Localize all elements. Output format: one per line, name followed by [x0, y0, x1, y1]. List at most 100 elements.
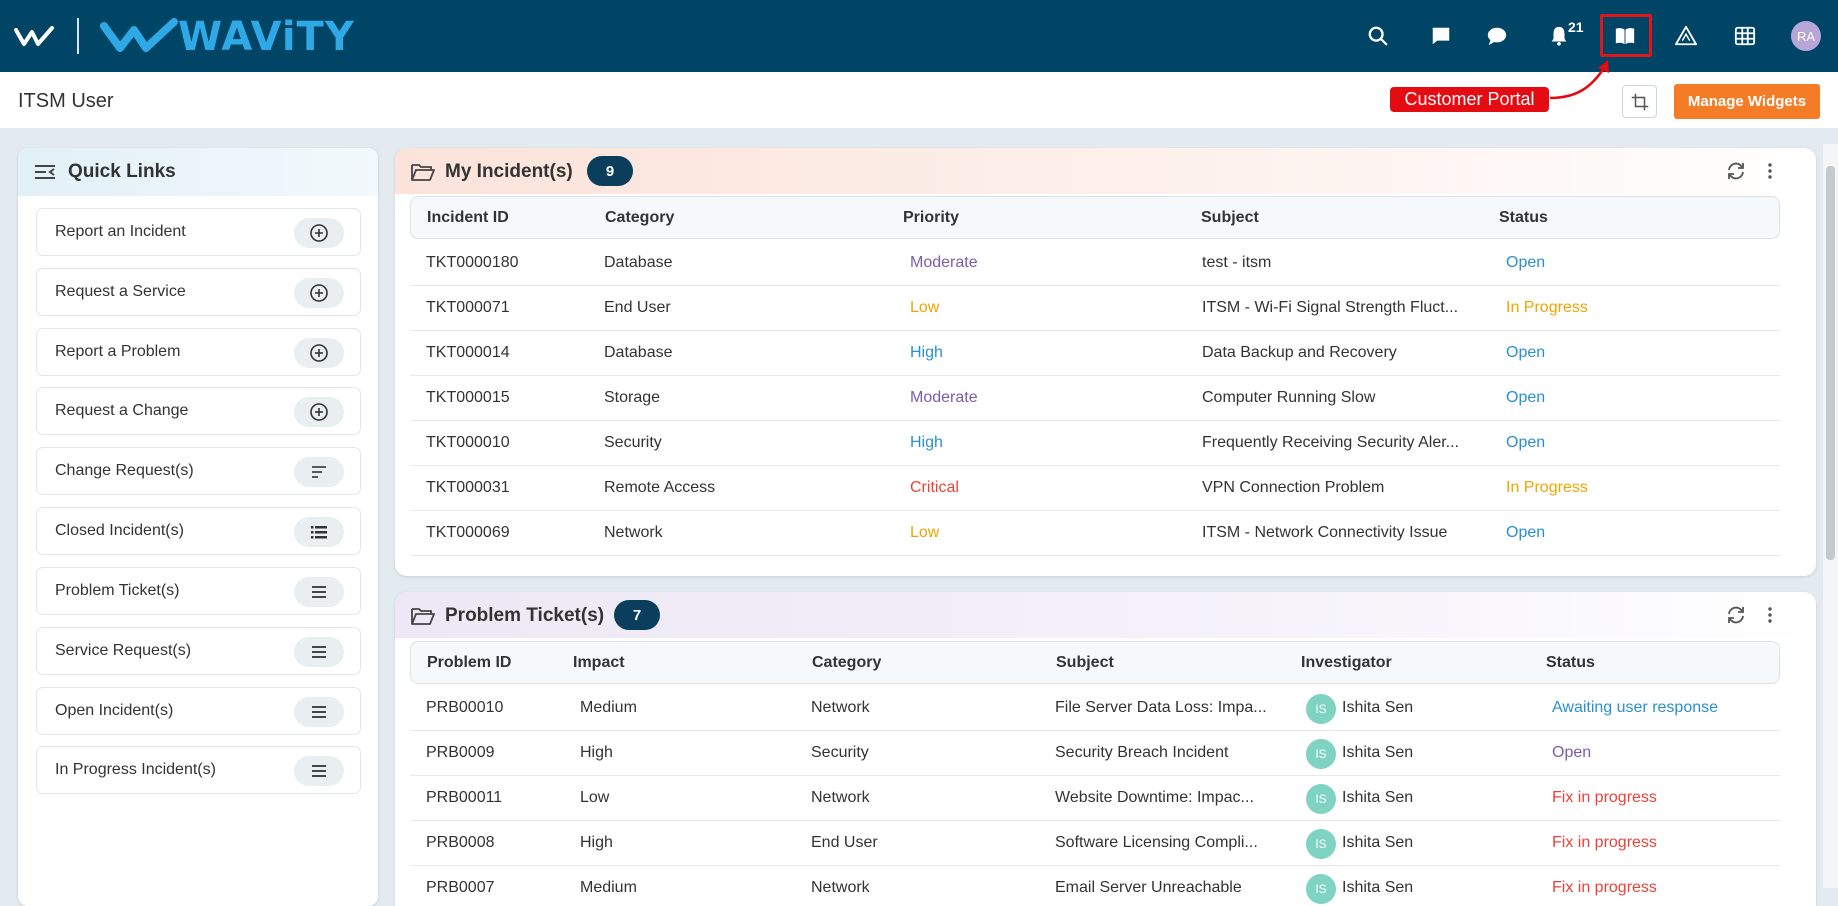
more-vertical-icon[interactable] — [1764, 605, 1776, 625]
list-icon[interactable] — [294, 517, 344, 547]
quick-link-report-a-problem[interactable]: Report a Problem — [36, 328, 361, 376]
column-header-subject[interactable]: Subject — [1201, 209, 1259, 226]
cell-problem-id[interactable]: PRB0007 — [426, 879, 495, 896]
column-header-status[interactable]: Status — [1546, 654, 1595, 671]
quick-link-in-progress-incident-s[interactable]: In Progress Incident(s) — [36, 746, 361, 794]
chat-bubble-icon[interactable] — [1481, 20, 1513, 52]
table-row[interactable]: TKT000015 Storage Moderate Computer Running… — [410, 376, 1780, 421]
quick-link-change-request-s[interactable]: Change Request(s) — [36, 447, 361, 495]
cell-impact: High — [580, 834, 613, 851]
problems-widget-title: Problem Ticket(s) — [445, 605, 605, 626]
table-row[interactable]: TKT000010 Security High Frequently Receivin… — [410, 421, 1780, 466]
table-row[interactable]: TKT0000180 Database Moderate test - itsm Ope… — [410, 241, 1780, 286]
cell-investigator: Ishita Sen — [1342, 789, 1414, 806]
column-header-subject[interactable]: Subject — [1056, 654, 1114, 671]
cell-status: Open — [1552, 744, 1592, 761]
quick-link-problem-ticket-s[interactable]: Problem Ticket(s) — [36, 567, 361, 615]
incidents-count-badge: 9 — [587, 156, 633, 186]
table-row[interactable]: TKT000071 End User Low ITSM - Wi-Fi Signal … — [410, 286, 1780, 331]
wavity-mark-icon[interactable] — [14, 24, 60, 48]
column-header-investigator[interactable]: Investigator — [1301, 654, 1392, 671]
cell-incident-id[interactable]: TKT000014 — [426, 344, 510, 361]
cell-problem-id[interactable]: PRB00011 — [426, 789, 503, 806]
column-header-priority[interactable]: Priority — [903, 209, 960, 226]
quick-link-closed-incident-s[interactable]: Closed Incident(s) — [36, 507, 361, 555]
cell-status: Open — [1506, 524, 1546, 541]
table-row[interactable]: TKT000069 Network Low ITSM - Network Connec… — [410, 511, 1780, 556]
column-header-incident-id[interactable]: Incident ID — [427, 209, 509, 226]
quick-links-panel: Quick Links Report an Incident Request a … — [18, 148, 378, 906]
plus-circle-icon[interactable] — [294, 278, 344, 308]
cell-category: Storage — [604, 389, 661, 406]
table-row[interactable]: TKT000031 Remote Access Critical VPN Connec… — [410, 466, 1780, 511]
cell-incident-id[interactable]: TKT000069 — [426, 524, 510, 541]
menu-icon[interactable] — [294, 756, 344, 786]
column-header-impact[interactable]: Impact — [573, 654, 625, 671]
investigator-avatar: IS — [1306, 784, 1336, 814]
menu-icon[interactable] — [294, 577, 344, 607]
grid-icon[interactable] — [1729, 20, 1761, 52]
cell-incident-id[interactable]: TKT0000180 — [426, 254, 519, 271]
cell-status: Awaiting user response — [1552, 699, 1719, 716]
refresh-icon[interactable] — [1726, 161, 1746, 181]
logo-divider — [77, 18, 79, 54]
quick-link-report-an-incident[interactable]: Report an Incident — [36, 208, 361, 256]
page-scrollbar[interactable] — [1823, 144, 1838, 888]
cell-incident-id[interactable]: TKT000031 — [426, 479, 510, 496]
message-square-icon[interactable] — [1425, 20, 1457, 52]
quick-link-label: Report a Problem — [55, 343, 181, 360]
cell-priority: Moderate — [910, 254, 978, 271]
book-open-icon[interactable] — [1609, 20, 1641, 52]
cell-problem-id[interactable]: PRB0009 — [426, 744, 495, 761]
cell-priority: Low — [910, 524, 940, 541]
incidents-table-header: Incident ID Category Priority Subject St… — [410, 196, 1780, 239]
plus-circle-icon[interactable] — [294, 397, 344, 427]
column-header-category[interactable]: Category — [605, 209, 675, 226]
cell-incident-id[interactable]: TKT000071 — [426, 299, 510, 316]
crop-button[interactable] — [1622, 85, 1657, 118]
menu-icon[interactable] — [294, 697, 344, 727]
table-row[interactable]: TKT000014 Database High Data Backup and Rec… — [410, 331, 1780, 376]
column-header-problem-id[interactable]: Problem ID — [427, 654, 512, 671]
column-header-category[interactable]: Category — [812, 654, 882, 671]
investigator-avatar: IS — [1306, 829, 1336, 859]
plus-circle-icon[interactable] — [294, 338, 344, 368]
triangle-alert-icon[interactable] — [1670, 20, 1702, 52]
cell-problem-id[interactable]: PRB0008 — [426, 834, 495, 851]
avatar[interactable]: RA — [1791, 21, 1821, 51]
cell-priority: Moderate — [910, 389, 978, 406]
table-row[interactable]: PRB0007 Medium Network Email Server Unreach… — [410, 866, 1780, 906]
table-row[interactable]: PRB00010 Medium Network File Server Data Lo… — [410, 686, 1780, 731]
quick-link-open-incident-s[interactable]: Open Incident(s) — [36, 687, 361, 735]
refresh-icon[interactable] — [1726, 605, 1746, 625]
cell-investigator: Ishita Sen — [1342, 744, 1414, 761]
table-row[interactable]: PRB00011 Low Network Website Downtime: Impa… — [410, 776, 1780, 821]
quick-link-request-a-service[interactable]: Request a Service — [36, 268, 361, 316]
more-vertical-icon[interactable] — [1764, 161, 1776, 181]
quick-link-service-request-s[interactable]: Service Request(s) — [36, 627, 361, 675]
cell-subject: File Server Data Loss: Impa... — [1055, 699, 1267, 716]
sort-lines-icon[interactable] — [294, 457, 344, 487]
scrollbar-thumb[interactable] — [1826, 166, 1835, 560]
cell-subject: Computer Running Slow — [1202, 389, 1376, 406]
quick-links-header: Quick Links — [18, 148, 378, 196]
manage-widgets-button[interactable]: Manage Widgets — [1674, 84, 1820, 119]
cell-investigator: Ishita Sen — [1342, 699, 1414, 716]
cell-impact: Medium — [580, 699, 637, 716]
plus-circle-icon[interactable] — [294, 218, 344, 248]
quick-links-title: Quick Links — [68, 161, 176, 182]
column-header-status[interactable]: Status — [1499, 209, 1548, 226]
menu-icon[interactable] — [294, 637, 344, 667]
cell-problem-id[interactable]: PRB00010 — [426, 699, 504, 716]
bell-icon[interactable] — [1543, 20, 1575, 52]
cell-impact: Medium — [580, 879, 637, 896]
table-row[interactable]: PRB0009 High Security Security Breach Incid… — [410, 731, 1780, 776]
cell-incident-id[interactable]: TKT000015 — [426, 389, 510, 406]
cell-subject: Software Licensing Compli... — [1055, 834, 1258, 851]
cell-priority: Critical — [910, 479, 959, 496]
collapse-menu-icon[interactable] — [34, 163, 56, 181]
search-icon[interactable] — [1362, 20, 1394, 52]
quick-link-request-a-change[interactable]: Request a Change — [36, 387, 361, 435]
cell-incident-id[interactable]: TKT000010 — [426, 434, 510, 451]
table-row[interactable]: PRB0008 High End User Software Licensing Co… — [410, 821, 1780, 866]
